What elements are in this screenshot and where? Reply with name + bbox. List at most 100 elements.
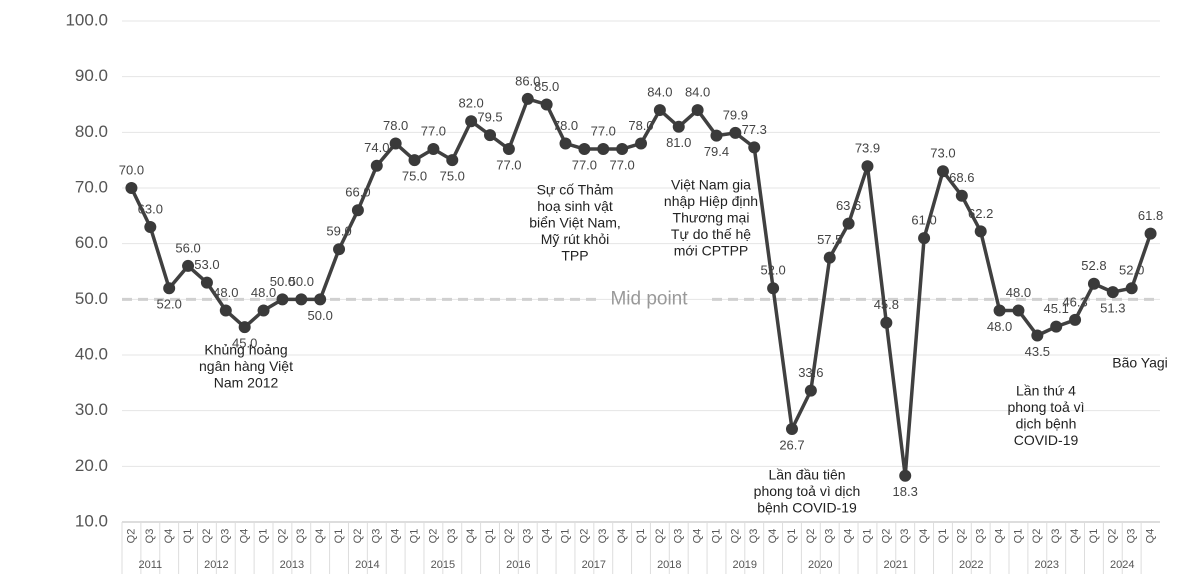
x-tick-label: Q2 — [503, 529, 515, 544]
value-label: 50.0 — [270, 274, 295, 289]
value-label: 52.0 — [1119, 263, 1144, 278]
point — [1125, 282, 1138, 295]
year-label: 2016 — [506, 559, 530, 571]
point — [144, 220, 157, 233]
x-tick-label: Q2 — [654, 529, 666, 544]
point — [842, 217, 855, 230]
y-tick-label: 50.0 — [75, 289, 108, 308]
point — [1050, 320, 1063, 333]
value-label: 78.0 — [628, 118, 653, 133]
x-tick-label: Q1 — [635, 529, 647, 544]
point — [502, 143, 515, 156]
x-tick-label: Q1 — [861, 529, 873, 544]
value-label: 78.0 — [553, 118, 578, 133]
x-tick-label: Q4 — [993, 529, 1005, 544]
value-label: 66.0 — [345, 185, 370, 200]
x-tick-label: Q4 — [465, 529, 477, 544]
value-label: 45.1 — [1044, 301, 1069, 316]
x-tick-label: Q4 — [918, 529, 930, 544]
point — [899, 469, 912, 482]
x-tick-label: Q3 — [748, 529, 760, 544]
x-tick-label: Q1 — [1088, 529, 1100, 544]
x-tick-label: Q4 — [692, 529, 704, 544]
value-label: 48.0 — [1006, 285, 1031, 300]
x-tick-label: Q2 — [729, 529, 741, 544]
annotation: Việt Nam gia — [671, 177, 751, 193]
point — [672, 120, 685, 133]
annotation: Nam 2012 — [214, 375, 279, 391]
point — [427, 143, 440, 156]
x-tick-label: Q3 — [1050, 529, 1062, 544]
point — [955, 189, 968, 202]
value-label: 79.5 — [477, 110, 502, 125]
y-tick-label: 10.0 — [75, 511, 108, 530]
x-tick-label: Q3 — [899, 529, 911, 544]
value-label: 84.0 — [647, 85, 672, 100]
point — [163, 282, 176, 295]
value-label: 74.0 — [364, 140, 389, 155]
point — [691, 104, 704, 117]
y-tick-label: 20.0 — [75, 456, 108, 475]
annotation: dịch bệnh — [1016, 416, 1077, 432]
value-label: 82.0 — [458, 96, 483, 111]
year-label: 2019 — [733, 559, 757, 571]
value-label: 73.0 — [930, 146, 955, 161]
value-label: 62.2 — [968, 206, 993, 221]
year-label: 2024 — [1110, 559, 1134, 571]
point — [540, 98, 553, 111]
x-tick-label: Q2 — [880, 529, 892, 544]
annotation: nhập Hiệp định — [664, 193, 758, 209]
point — [257, 304, 270, 317]
point — [125, 182, 138, 194]
x-tick-label: Q4 — [843, 529, 855, 544]
x-tick-label: Q1 — [182, 529, 194, 544]
reference-label: Mid point — [610, 288, 688, 309]
point — [559, 137, 572, 150]
y-tick-label: 40.0 — [75, 344, 108, 363]
value-label: 46.3 — [1062, 294, 1087, 309]
annotation: hoạ sinh vật — [537, 198, 613, 214]
value-label: 51.3 — [1100, 301, 1125, 316]
point — [295, 293, 308, 306]
annotation: TPP — [561, 248, 588, 264]
x-tick-label: Q4 — [1069, 529, 1081, 544]
value-label: 63.6 — [836, 198, 861, 213]
x-tick-label: Q1 — [559, 529, 571, 544]
value-label: 68.6 — [949, 170, 974, 185]
point — [314, 293, 327, 306]
value-label: 52.0 — [760, 263, 785, 278]
x-tick-label: Q1 — [710, 529, 722, 544]
point — [200, 276, 213, 289]
value-label: 48.0 — [213, 285, 238, 300]
point — [710, 129, 723, 142]
point — [219, 304, 232, 317]
value-label: 61.8 — [1138, 208, 1163, 223]
point — [446, 154, 459, 167]
annotation: Bão Yagi — [1112, 355, 1168, 371]
annotation: Lần thứ 4 — [1016, 383, 1076, 399]
x-tick-label: Q1 — [786, 529, 798, 544]
point — [1087, 277, 1100, 290]
value-label: 79.4 — [704, 144, 729, 159]
x-tick-label: Q1 — [257, 529, 269, 544]
x-tick-label: Q1 — [333, 529, 345, 544]
point — [993, 304, 1006, 317]
value-label: 84.0 — [685, 85, 710, 100]
value-label: 85.0 — [534, 79, 559, 94]
x-tick-label: Q1 — [1012, 529, 1024, 544]
point — [729, 126, 742, 139]
value-label: 52.0 — [157, 297, 182, 312]
y-tick-label: 80.0 — [75, 122, 108, 141]
x-tick-label: Q3 — [597, 529, 609, 544]
value-label: 61.0 — [911, 213, 936, 228]
x-tick-label: Q4 — [314, 529, 326, 544]
value-label: 48.0 — [251, 285, 276, 300]
value-label: 59.0 — [326, 224, 351, 239]
point — [351, 204, 364, 217]
value-label: 77.0 — [572, 157, 597, 172]
year-label: 2017 — [582, 559, 606, 571]
value-label: 86.0 — [515, 73, 540, 88]
x-tick-label: Q3 — [975, 529, 987, 544]
point — [1031, 329, 1044, 342]
point — [974, 225, 987, 238]
